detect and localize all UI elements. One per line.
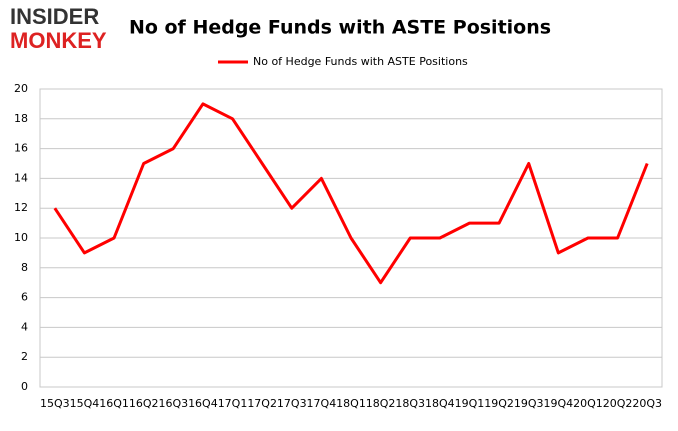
x-tick-label: 18Q4: [425, 397, 455, 410]
legend-label: No of Hedge Funds with ASTE Positions: [253, 55, 468, 68]
x-tick-label: 16Q3: [158, 397, 188, 410]
x-tick-label: 19Q2: [484, 397, 514, 410]
x-tick-label: 17Q2: [247, 397, 277, 410]
x-tick-label: 19Q4: [544, 397, 574, 410]
y-tick-label: 18: [14, 112, 28, 125]
y-tick-label: 6: [21, 291, 28, 304]
x-tick-label: 17Q3: [277, 397, 307, 410]
y-tick-label: 2: [21, 350, 28, 363]
chart-title: No of Hedge Funds with ASTE Positions: [129, 17, 551, 39]
y-tick-label: 8: [21, 261, 28, 274]
y-tick-label: 16: [14, 142, 28, 155]
y-tick-label: 10: [14, 231, 28, 244]
y-tick-label: 0: [21, 380, 28, 393]
x-tick-label: 15Q4: [70, 397, 100, 410]
data-line: [53, 102, 649, 285]
x-tick-label: 20Q3: [632, 397, 662, 410]
x-tick-label: 18Q3: [395, 397, 425, 410]
x-tick-label: 19Q3: [514, 397, 544, 410]
x-tick-label: 16Q1: [99, 397, 129, 410]
x-tick-label: 18Q1: [336, 397, 366, 410]
x-tick-label: 17Q1: [218, 397, 248, 410]
y-tick-label: 20: [14, 82, 28, 95]
y-tick-label: 12: [14, 201, 28, 214]
y-tick-label: 4: [21, 320, 28, 333]
x-tick-label: 18Q2: [366, 397, 396, 410]
x-tick-label: 16Q4: [188, 397, 218, 410]
x-tick-label: 16Q2: [129, 397, 159, 410]
x-tick-label: 15Q3: [40, 397, 70, 410]
x-tick-label: 19Q1: [455, 397, 485, 410]
logo-line2: MONKEY: [10, 28, 107, 53]
x-tick-label: 20Q2: [603, 397, 633, 410]
x-tick-label: 20Q1: [573, 397, 603, 410]
x-tick-label: 17Q4: [307, 397, 337, 410]
logo-line1: INSIDER: [10, 4, 99, 29]
y-tick-label: 14: [14, 171, 28, 184]
